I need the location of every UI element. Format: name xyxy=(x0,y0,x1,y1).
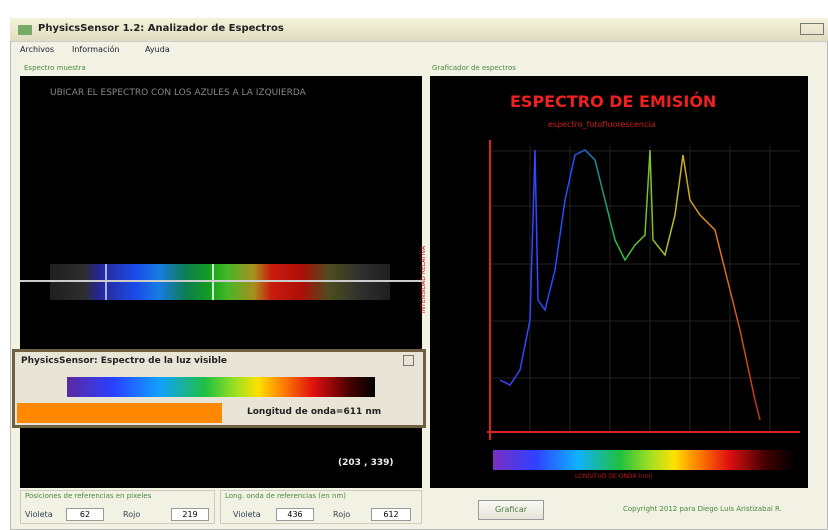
color-bar xyxy=(493,450,795,470)
page: PhysicsSensor 1.2: Analizador de Espectr… xyxy=(0,0,828,530)
wavelength-refs: Long. onda de referencias (en nm) Violet… xyxy=(220,490,422,524)
field-label: Violeta xyxy=(25,510,53,519)
spectrum-plot xyxy=(430,76,808,446)
red-pixel[interactable]: 219 xyxy=(171,508,209,521)
red-wavelength[interactable]: 612 xyxy=(371,508,411,521)
menu-item[interactable]: Archivos xyxy=(20,45,54,54)
field-label: Violeta xyxy=(233,510,261,519)
spectrum-curve xyxy=(500,150,760,420)
coordinates: (203 , 339) xyxy=(338,458,394,468)
copyright: Copyright 2012 para Diego Luis Aristizab… xyxy=(623,505,782,513)
title-bar: PhysicsSensor 1.2: Analizador de Espectr… xyxy=(10,18,828,42)
violet-pixel[interactable]: 62 xyxy=(66,508,104,521)
popup-close[interactable] xyxy=(403,355,414,366)
field-label: Rojo xyxy=(123,510,140,519)
window-controls[interactable] xyxy=(800,23,824,35)
menu-bar: Archivos Información Ayuda xyxy=(10,43,828,57)
spectrum-line xyxy=(105,264,107,300)
y-axis-label: INTENSIDAD RELATIVA xyxy=(420,246,427,313)
pixel-refs: Posiciones de referencias en pixeles Vio… xyxy=(20,490,215,524)
spectrum-band xyxy=(50,264,390,300)
graph-button[interactable]: Graficar xyxy=(478,500,544,520)
menu-item[interactable]: Información xyxy=(72,45,120,54)
menu-item[interactable]: Ayuda xyxy=(145,45,170,54)
panel-label: Espectro muestra xyxy=(24,64,86,72)
x-axis-label: LONGITUD DE ONDA (nm) xyxy=(575,473,653,480)
wavelength-color xyxy=(17,403,222,423)
app-icon xyxy=(18,25,32,35)
popup-title: PhysicsSensor: Espectro de la luz visibl… xyxy=(21,356,227,366)
spectrum-line xyxy=(212,264,214,300)
group-label: Long. onda de referencias (en nm) xyxy=(225,492,346,500)
panel-label: Graficador de espectros xyxy=(432,64,516,72)
graph-panel: ESPECTRO DE EMISIÓN espectro_fotofluores… xyxy=(430,76,808,488)
group-label: Posiciones de referencias en pixeles xyxy=(25,492,151,500)
cursor-line xyxy=(20,280,422,282)
instruction: UBICAR EL ESPECTRO CON LOS AZULES A LA I… xyxy=(50,88,306,98)
popup: PhysicsSensor: Espectro de la luz visibl… xyxy=(12,349,426,428)
field-label: Rojo xyxy=(333,510,350,519)
visible-spectrum xyxy=(67,377,375,397)
violet-wavelength[interactable]: 436 xyxy=(276,508,314,521)
wavelength-text: Longitud de onda=611 nm xyxy=(247,407,381,417)
window-title: PhysicsSensor 1.2: Analizador de Espectr… xyxy=(38,23,284,34)
